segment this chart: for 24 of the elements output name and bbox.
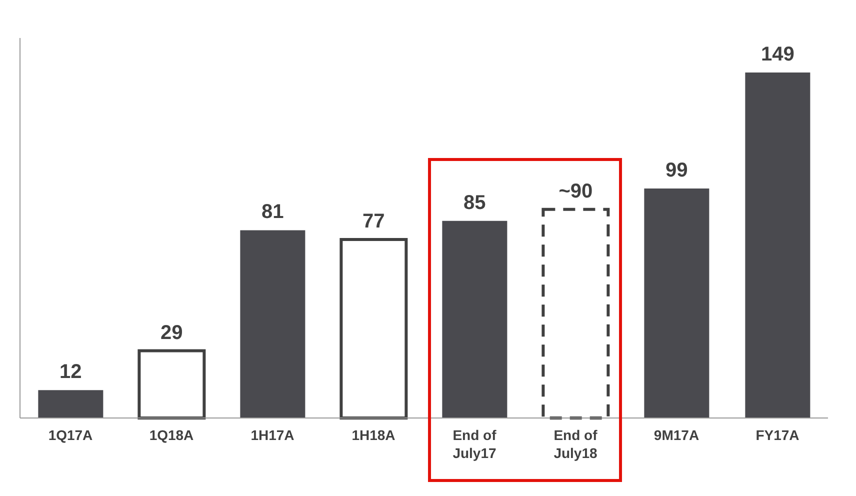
bar xyxy=(745,72,810,418)
bar xyxy=(340,238,408,420)
data-label: 81 xyxy=(262,201,284,224)
x-tick-label: 1Q18A xyxy=(149,427,194,443)
bar xyxy=(240,230,306,418)
bar xyxy=(138,349,206,420)
x-tick-label: FY17A xyxy=(756,427,800,443)
data-label: 29 xyxy=(160,322,183,344)
bar xyxy=(442,220,508,418)
bar xyxy=(38,390,104,418)
data-label: 99 xyxy=(666,159,688,182)
bar xyxy=(542,208,610,420)
x-tick-label: 1Q17A xyxy=(48,427,93,443)
data-label: ~90 xyxy=(558,180,593,202)
data-label: 12 xyxy=(60,361,82,384)
x-tick-label: 1H18A xyxy=(352,427,396,443)
data-label: 77 xyxy=(362,210,385,232)
x-tick-label: End of July18 xyxy=(554,427,598,461)
bar xyxy=(644,188,710,418)
x-tick-label: End of July17 xyxy=(452,427,497,461)
data-label: 85 xyxy=(464,192,486,214)
x-tick-label: 1H17A xyxy=(250,427,294,443)
data-label: 149 xyxy=(760,44,794,66)
x-tick-label: 9M17A xyxy=(654,427,700,443)
